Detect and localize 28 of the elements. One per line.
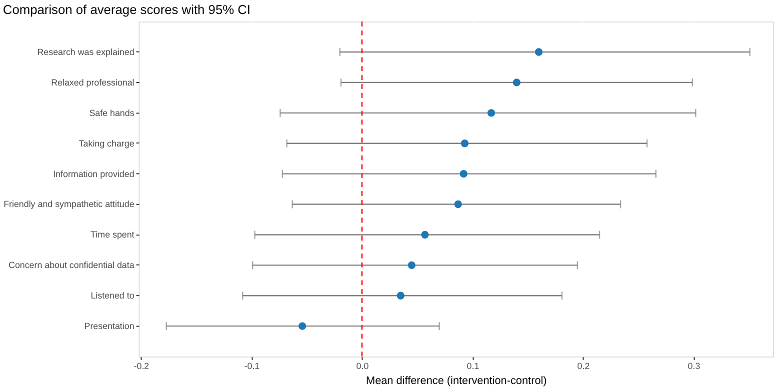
chart-title: Comparison of average scores with 95% CI bbox=[2, 2, 251, 17]
point bbox=[512, 78, 521, 86]
y-tick-label: Relaxed professional bbox=[51, 77, 134, 88]
x-tick-label: -0.1 bbox=[244, 360, 260, 371]
x-tick-label: 0.2 bbox=[577, 360, 590, 371]
y-tick-label: Concern about confidential data bbox=[8, 260, 134, 270]
x-tick-label: 0.1 bbox=[466, 360, 480, 371]
x-axis-title: Mean difference (intervention-control) bbox=[366, 374, 547, 387]
point bbox=[460, 170, 468, 178]
point bbox=[421, 230, 429, 239]
x-tick-label: -0.2 bbox=[134, 360, 150, 371]
y-tick-label: Taking charge bbox=[78, 138, 134, 148]
y-tick-label: Time spent bbox=[90, 230, 135, 240]
y-tick-label: Information provided bbox=[53, 168, 134, 179]
point bbox=[396, 292, 404, 300]
x-tick-label: 0.0 bbox=[356, 360, 369, 371]
point bbox=[454, 200, 462, 208]
x-tick-label: 0.3 bbox=[688, 360, 700, 371]
y-tick-label: Safe hands bbox=[89, 108, 135, 118]
y-tick-label: Research was explained bbox=[37, 46, 134, 57]
y-tick-label: Listened to bbox=[90, 290, 134, 301]
point bbox=[460, 140, 469, 148]
y-tick-label: Presentation bbox=[84, 321, 134, 332]
point bbox=[534, 48, 543, 56]
point bbox=[408, 261, 416, 270]
point bbox=[298, 322, 306, 330]
y-tick-label: Friendly and sympathetic attitude bbox=[4, 199, 134, 210]
point bbox=[487, 109, 496, 117]
